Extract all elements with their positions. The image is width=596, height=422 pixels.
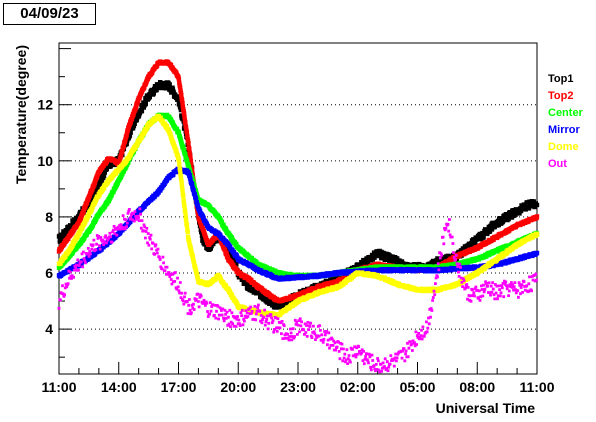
legend: Top1 Top2 Center Mirror Dome Out [548,73,584,170]
series-group [56,59,540,374]
x-axis: 11:00 14:00 17:00 20:00 23:00 02:00 05:00 08:00… [41,362,555,395]
y-axis-label: Temperature(degree) [13,45,29,184]
legend-entry-dome: Dome [548,141,579,153]
x-tick-label: 11:00 [41,379,76,395]
y-axis: 4 6 8 10 12 [37,48,71,358]
x-tick-label: 02:00 [340,379,376,395]
y-tick-label: 8 [45,209,53,225]
y-tick-label: 10 [37,153,53,169]
x-tick-label: 11:00 [519,379,554,395]
series-dome [56,113,540,319]
x-tick-label: 14:00 [101,379,137,395]
y-tick-label: 4 [45,321,53,337]
legend-entry-mirror: Mirror [548,124,581,136]
legend-entry-out: Out [548,158,567,170]
x-tick-label: 05:00 [400,379,436,395]
x-tick-label: 08:00 [459,379,495,395]
series-out [57,207,538,374]
x-tick-label: 23:00 [280,379,316,395]
legend-entry-top2: Top2 [548,90,573,102]
legend-entry-top1: Top1 [548,73,573,85]
legend-entry-center: Center [548,107,584,119]
x-tick-label: 17:00 [161,379,197,395]
date-label: 04/09/23 [3,3,96,25]
y-tick-label: 6 [45,265,53,281]
series-points-dome [56,113,540,319]
x-tick-label: 20:00 [220,379,256,395]
y-tick-label: 12 [37,97,53,113]
series-points-out [57,207,538,374]
x-axis-label: Universal Time [436,400,536,416]
